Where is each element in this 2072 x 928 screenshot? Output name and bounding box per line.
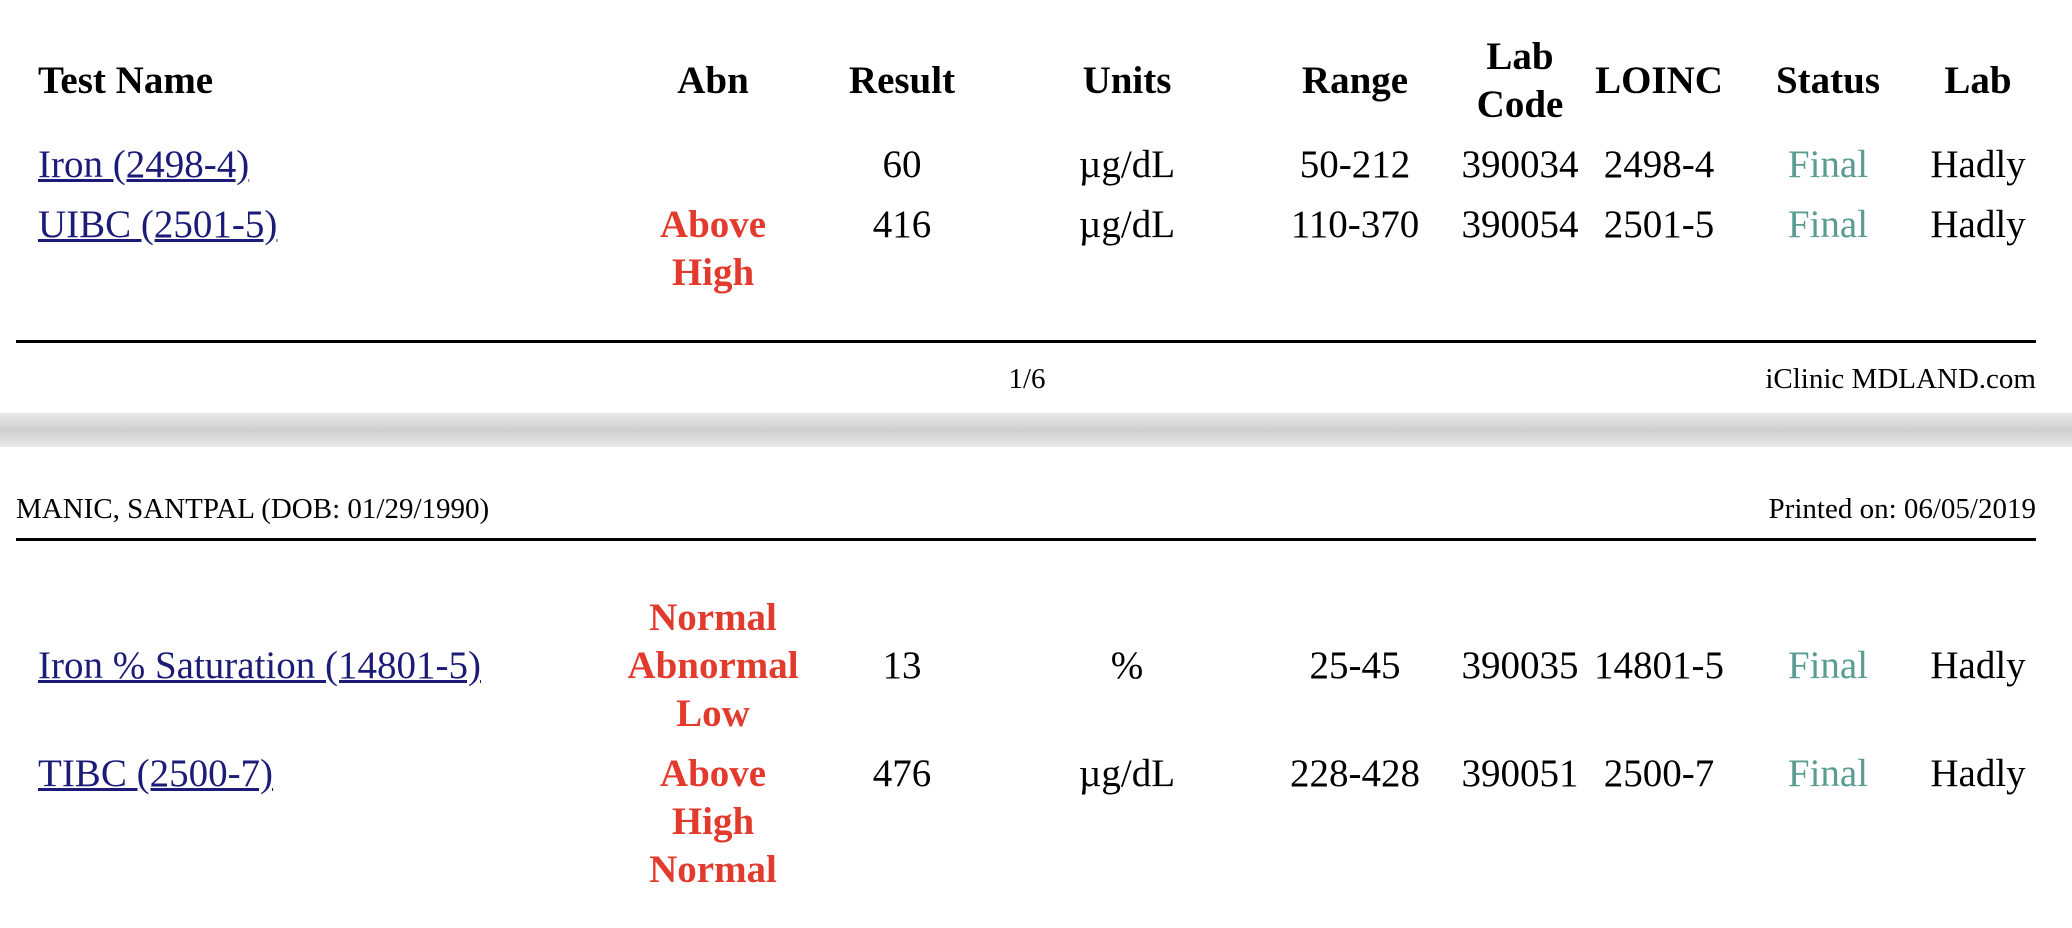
column-header: Abn <box>677 59 749 102</box>
header-row: Test Name Abn Result Units Range Lab Code LOIN… <box>30 33 2032 141</box>
status-cell: Final <box>1787 644 1869 687</box>
units-cell: µg/dL <box>1078 752 1176 795</box>
page-break <box>0 413 2072 447</box>
column-header: Lab Code <box>1476 35 1564 126</box>
test-cell: UIBC (2501-5) <box>30 201 620 309</box>
result-cell: 416 <box>872 203 932 246</box>
abn-cell: Above High <box>659 203 767 294</box>
status-cell: Final <box>1787 203 1869 246</box>
test-link[interactable]: UIBC (2501-5) <box>38 203 278 246</box>
page-number: 1/6 <box>1008 363 1046 395</box>
column-header: Units <box>1082 59 1172 102</box>
lab-code-cell: 390034 <box>1461 143 1579 186</box>
abn-cell <box>620 141 806 201</box>
printed-date: Printed on: 06/05/2019 <box>1768 493 2036 525</box>
result-cell: 60 <box>882 143 922 186</box>
status-cell: Final <box>1787 752 1869 795</box>
units-cell: µg/dL <box>1078 203 1176 246</box>
result-row: Iron (2498-4) 60 µg/dL 50-212 390034 2498-4 Fi… <box>30 141 2032 201</box>
patient-info: MANIC, SANTPAL (DOB: 01/29/1990) <box>16 493 490 525</box>
column-header: Status <box>1775 59 1881 102</box>
result-row: Iron % Saturation (14801-5) Normal Abnorm… <box>30 594 2032 750</box>
status-cell: Final <box>1787 143 1869 186</box>
lab-code-cell: 390054 <box>1461 203 1579 246</box>
lab-code-cell: 390035 <box>1461 644 1579 687</box>
lab-code-cell: 390051 <box>1461 752 1579 795</box>
column-header: Range <box>1301 59 1409 102</box>
range-cell: 25-45 <box>1309 644 1401 687</box>
results-table-continued: Iron % Saturation (14801-5) Normal Abnorm… <box>30 594 2032 906</box>
range-cell: 228-428 <box>1290 752 1420 795</box>
abn-cell: Above High Normal <box>649 752 777 891</box>
loinc-cell: 14801-5 <box>1594 644 1724 687</box>
test-cell: TIBC (2500-7) <box>30 750 620 906</box>
header-rule <box>16 538 2036 541</box>
result-cell: 476 <box>872 752 932 795</box>
loinc-cell: 2501-5 <box>1603 203 1715 246</box>
result-row: UIBC (2501-5) Above High 416 µg/dL 110-370 39… <box>30 201 2032 309</box>
lab-cell: Hadly <box>1930 143 2026 186</box>
abn-cell: Normal Abnormal Low <box>627 596 799 735</box>
column-header: LOINC <box>1595 59 1723 102</box>
range-cell: 50-212 <box>1299 143 1411 186</box>
loinc-cell: 2498-4 <box>1603 143 1715 186</box>
units-cell: µg/dL <box>1078 143 1176 186</box>
column-header: Test Name <box>38 59 214 102</box>
loinc-cell: 2500-7 <box>1603 752 1715 795</box>
lab-cell: Hadly <box>1930 644 2026 687</box>
test-link[interactable]: Iron % Saturation (14801-5) <box>38 644 481 687</box>
test-link[interactable]: TIBC (2500-7) <box>38 752 274 795</box>
lab-cell: Hadly <box>1930 203 2026 246</box>
test-cell: Iron (2498-4) <box>30 141 620 201</box>
test-cell: Iron % Saturation (14801-5) <box>30 594 620 750</box>
footer-site: iClinic MDLAND.com <box>1765 363 2036 395</box>
footer-rule <box>16 340 2036 343</box>
lab-cell: Hadly <box>1930 752 2026 795</box>
column-header: Lab <box>1944 59 2012 102</box>
test-link[interactable]: Iron (2498-4) <box>38 143 250 186</box>
result-row: TIBC (2500-7) Above High Normal 476 µg/dL 22… <box>30 750 2032 906</box>
result-cell: 13 <box>882 644 922 687</box>
units-cell: % <box>1110 644 1144 687</box>
results-table: Test Name Abn Result Units Range Lab Code LOIN… <box>30 33 2032 309</box>
range-cell: 110-370 <box>1290 203 1420 246</box>
column-header: Result <box>848 59 956 102</box>
